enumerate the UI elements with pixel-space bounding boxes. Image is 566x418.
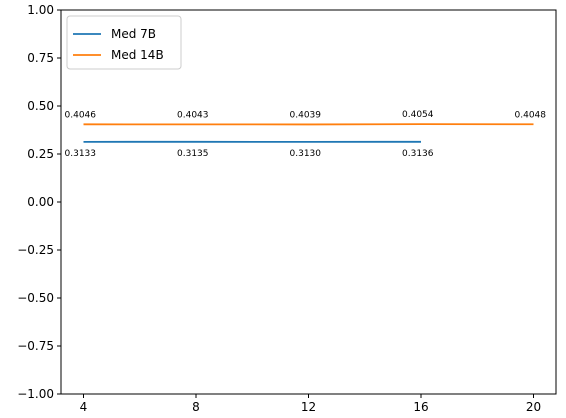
data-label: 0.4043 [177,110,209,120]
plot-area [61,10,556,394]
y-tick-label: 0.50 [27,99,54,113]
data-labels: 0.3133 0.3135 0.3130 0.3136 0.4046 0.4043 0.40… [65,110,547,159]
legend-label: Med 7B [111,27,156,41]
data-label: 0.3136 [402,149,434,159]
y-tick-label: −1.00 [17,387,54,401]
data-label: 0.4039 [290,110,322,120]
data-label: 0.4048 [515,110,547,120]
x-tick-label: 8 [192,400,200,414]
data-label: 0.4054 [402,110,434,120]
y-tick-label: 1.00 [27,3,54,17]
data-label: 0.3130 [290,149,322,159]
data-label: 0.3133 [65,149,97,159]
x-tick-label: 4 [80,400,88,414]
data-label: 0.4046 [65,110,97,120]
plot-background [61,10,556,394]
y-tick-label: −0.75 [17,339,54,353]
x-tick-label: 16 [413,400,428,414]
y-tick-label: −0.25 [17,243,54,257]
axes: −1.00 −0.75 −0.50 −0.25 0.00 0.25 0.50 0.75 1.00… [17,3,557,414]
legend-label: Med 14B [111,48,164,62]
series-lines [83,123,534,143]
x-tick-label: 20 [526,400,541,414]
data-label: 0.3135 [177,149,209,159]
y-tick-label: 0.75 [27,51,54,65]
y-tick-label: 0.00 [27,195,54,209]
y-tick-label: 0.25 [27,147,54,161]
legend: Med 7B Med 14B [66,15,182,70]
y-tick-label: −0.50 [17,291,54,305]
x-tick-label: 12 [301,400,316,414]
